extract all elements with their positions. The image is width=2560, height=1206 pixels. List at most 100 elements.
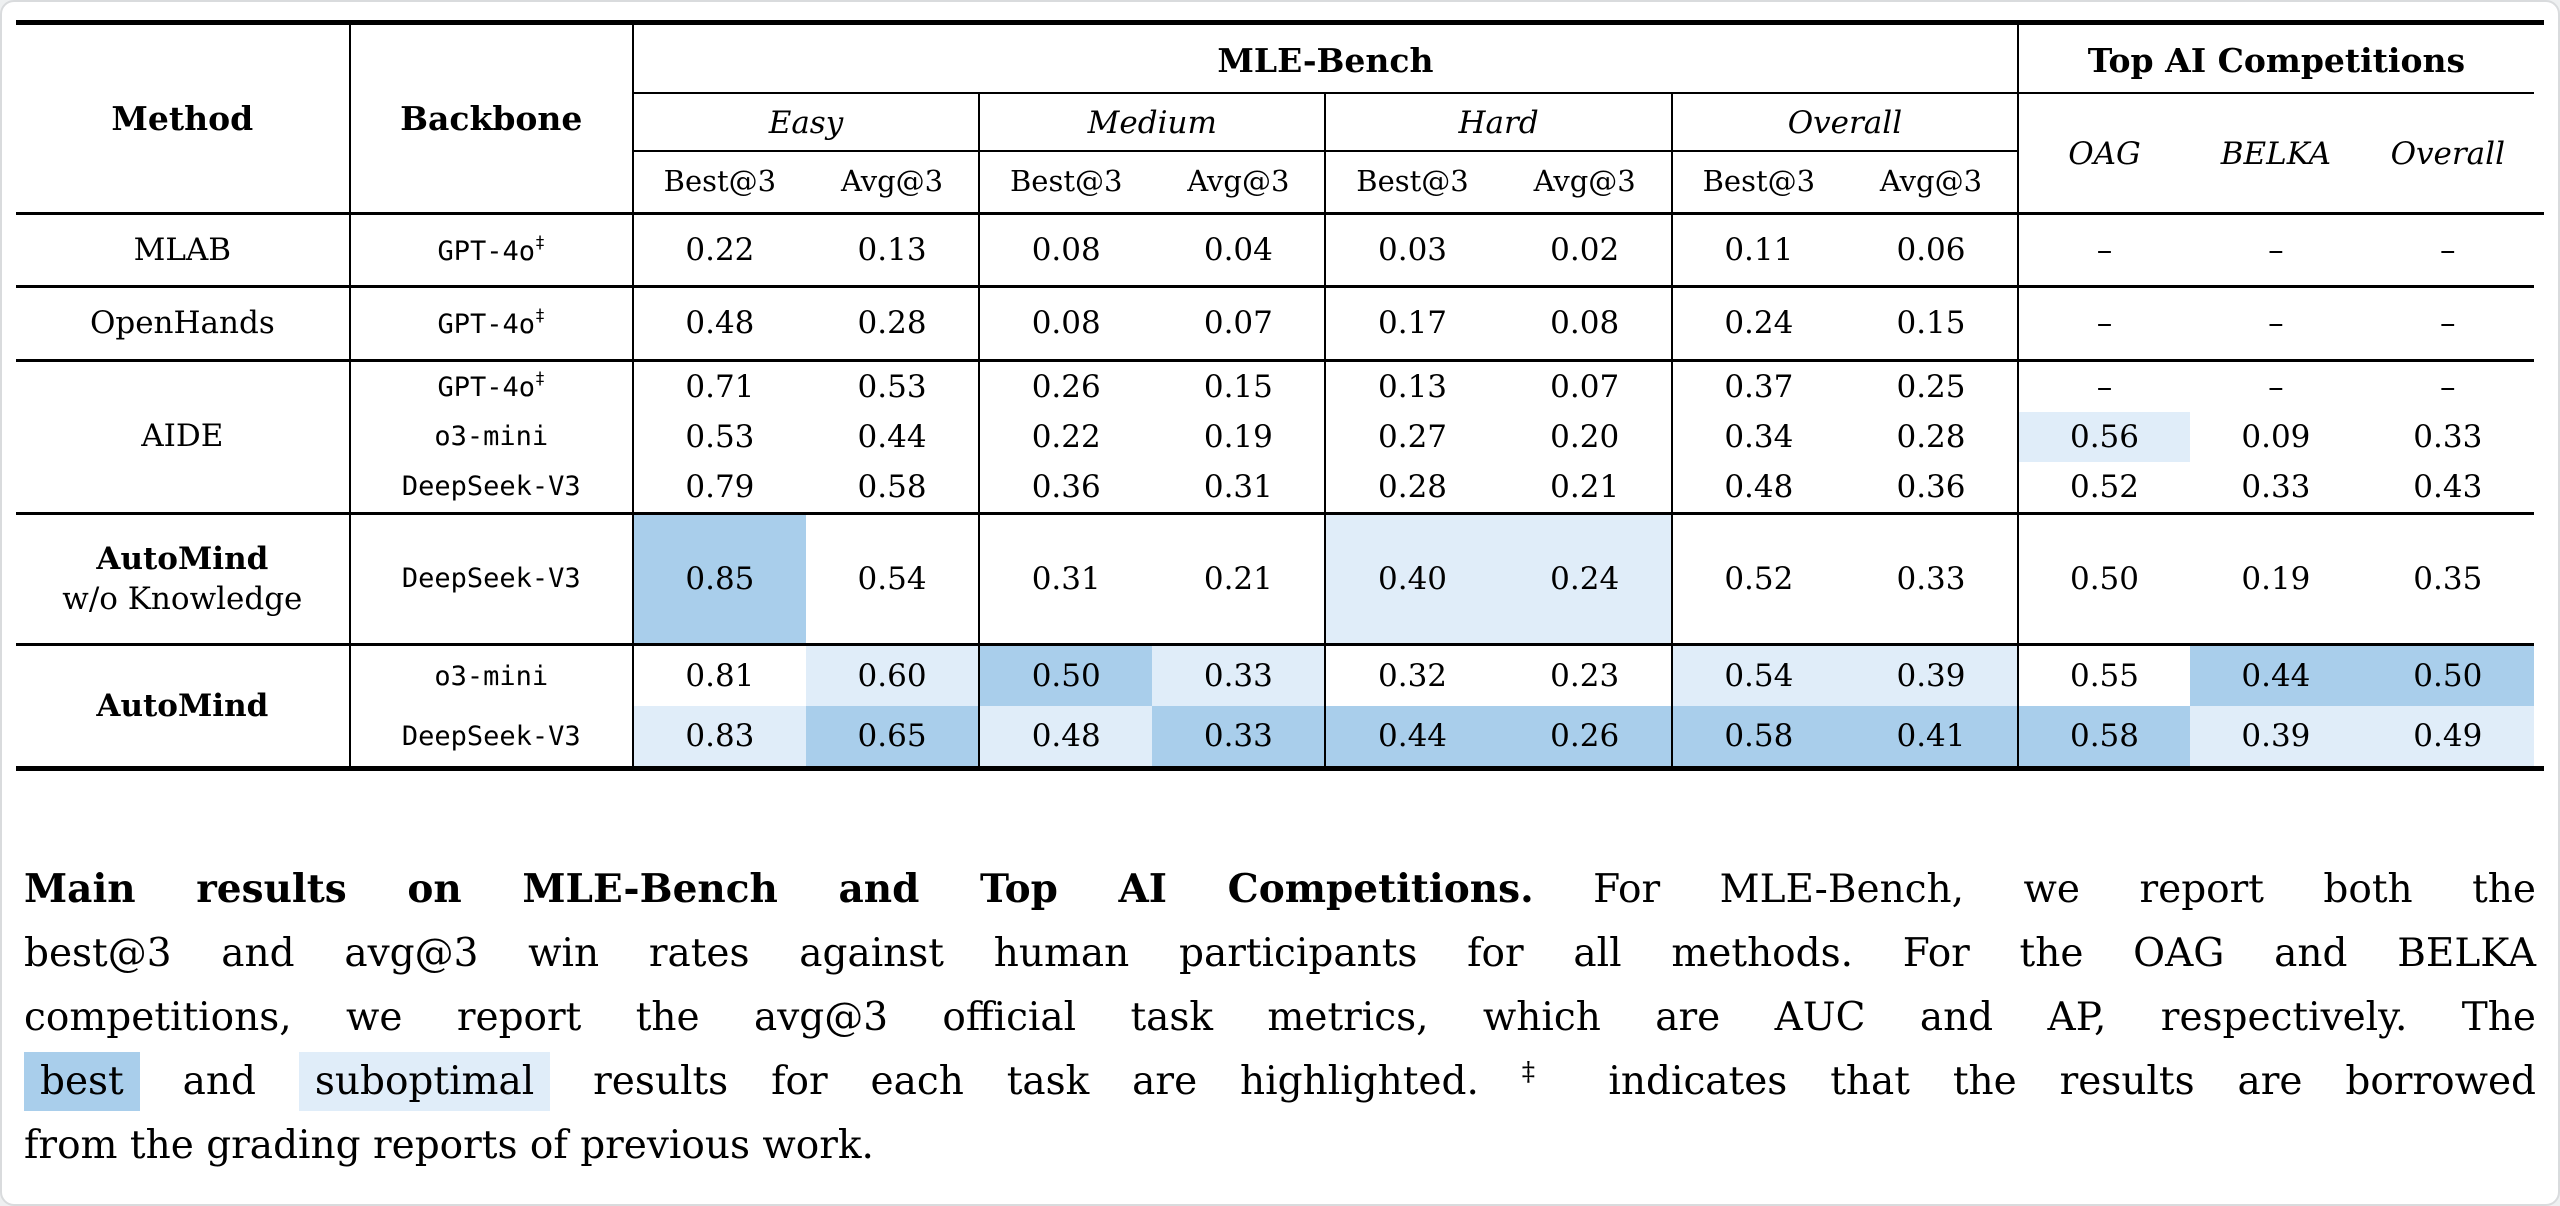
result-cell: 0.03 xyxy=(1324,211,1499,287)
caption-line: from the grading reports of previous wor… xyxy=(24,1114,2536,1178)
result-cell: 0.28 xyxy=(805,285,980,361)
result-cell: 0.50 xyxy=(2017,511,2190,645)
result-cell: 0.33 xyxy=(2413,418,2483,455)
table-header: Method Backbone MLE-Bench Top AI Competi… xyxy=(16,22,2544,215)
result-cell-best: 0.44 xyxy=(2189,643,2362,707)
result-cell: – xyxy=(2361,285,2534,361)
borrowed-results-mark: ‡ xyxy=(534,231,546,252)
result-cell: 0.08 xyxy=(1498,285,1672,361)
result-cell: – xyxy=(2189,285,2362,361)
table-row: OpenHands GPT-4o‡ 0.48 0.28 0.08 0.07 0.17 0.08… xyxy=(16,285,2544,361)
medium-best-header: Best@3 xyxy=(978,151,1153,215)
result-cell: 0.28 xyxy=(1896,418,1966,455)
result-cell: 0.37 xyxy=(1670,358,1845,412)
result-cell-suboptimal: 0.83 xyxy=(631,706,806,769)
result-cell: 0.36 xyxy=(978,461,1153,514)
result-cell: 0.52 xyxy=(2017,461,2190,514)
backbone-cell: DeepSeek-V3 xyxy=(349,511,633,645)
result-cell: 0.21 xyxy=(1152,511,1326,645)
result-cell: 0.19 xyxy=(1203,418,1273,455)
method-label: OpenHands xyxy=(89,305,275,342)
easy-group-header: Easy xyxy=(631,93,980,152)
borrowed-results-mark: ‡ xyxy=(1521,1056,1566,1088)
result-cell: 0.28 xyxy=(1324,461,1499,514)
result-cell: 0.58 xyxy=(857,468,927,505)
medium-avg-header: Avg@3 xyxy=(1152,151,1326,215)
result-cell-suboptimal: 0.39 xyxy=(1844,643,2019,707)
result-cell-suboptimal: 0.48 xyxy=(978,706,1153,769)
method-cell: AutoMind w/o Knowledge xyxy=(16,511,351,645)
result-cell-suboptimal: 0.54 xyxy=(1670,643,1845,707)
caption-text: For MLE-Bench, we report both the xyxy=(1533,867,2536,913)
result-cell-best: 0.41 xyxy=(1844,706,2019,769)
table-row: o3-mini 0.53 0.44 0.22 0.19 0.27 0.20 0.34 0.28 0… xyxy=(16,411,2544,462)
result-cell-suboptimal: 0.33 xyxy=(1152,643,1326,707)
result-cell: 0.23 xyxy=(1498,643,1672,707)
table-row: AIDE GPT-4o‡ 0.71 0.53 0.26 0.15 0.13 0.07 0.37 0… xyxy=(16,358,2544,514)
result-cell: 0.02 xyxy=(1498,211,1672,287)
result-cell: – xyxy=(2361,358,2534,412)
result-cell-suboptimal: 0.60 xyxy=(805,643,980,707)
backbone-cell: GPT-4o‡ xyxy=(349,211,633,287)
caption-text: from the grading reports of previous wor… xyxy=(24,1123,874,1169)
best-highlight-sample: best xyxy=(24,1052,140,1112)
result-cell: 0.33 xyxy=(2241,468,2311,505)
result-cell: 0.31 xyxy=(1203,468,1273,505)
caption-line: best and suboptimal results for each tas… xyxy=(24,1050,2536,1114)
easy-avg-header: Avg@3 xyxy=(805,151,980,215)
result-cell: 0.48 xyxy=(1670,461,1845,514)
method-group: AIDE GPT-4o‡ 0.71 0.53 0.26 0.15 0.13 0.07 0.37 0… xyxy=(16,358,2544,514)
method-label: MLAB xyxy=(133,232,232,268)
result-cell: 0.22 xyxy=(978,411,1153,462)
borrowed-results-mark: ‡ xyxy=(534,304,546,325)
result-cell-suboptimal: 0.49 xyxy=(2361,706,2534,769)
result-cell: 0.25 xyxy=(1844,358,2019,412)
result-cell: 0.53 xyxy=(805,358,980,412)
table-row: AutoMind o3-mini 0.81 0.60 0.50 0.33 0.32 0.23 0… xyxy=(16,643,2544,769)
result-cell: – xyxy=(2017,358,2190,412)
result-cell-best: 0.85 xyxy=(631,511,806,645)
result-cell-best: 0.33 xyxy=(1152,706,1326,769)
result-cell: 0.22 xyxy=(631,211,806,287)
hard-avg-header: Avg@3 xyxy=(1498,151,1672,215)
backbone-cell: o3-mini xyxy=(349,643,633,707)
result-cell: 0.81 xyxy=(631,643,806,707)
easy-best-header: Best@3 xyxy=(631,151,806,215)
result-cell-best: 0.44 xyxy=(1324,706,1499,769)
method-group: OpenHands GPT-4o‡ 0.48 0.28 0.08 0.07 0.17 0.08… xyxy=(16,285,2544,361)
backbone-cell: DeepSeek-V3 xyxy=(401,720,581,752)
result-cell: 0.71 xyxy=(631,358,806,412)
result-cell: – xyxy=(2189,358,2362,412)
caption-title: Main results on MLE-Bench and Top AI Com… xyxy=(24,866,1534,913)
topai-metric-spacer xyxy=(2533,151,2544,215)
method-label: w/o Knowledge xyxy=(62,580,303,617)
result-cell: 0.13 xyxy=(1324,358,1499,412)
result-cell: 0.52 xyxy=(1670,511,1845,645)
method-group: MLAB GPT-4o‡ 0.22 0.13 0.08 0.04 0.03 0.02 0.11 0… xyxy=(16,211,2544,287)
result-cell: – xyxy=(2017,211,2190,287)
topai-overall-column-header: Overall xyxy=(2390,136,2505,172)
caption-text: results for each task are highlighted. xyxy=(550,1059,1522,1105)
result-cell: 0.19 xyxy=(2189,511,2362,645)
result-cell: 0.11 xyxy=(1670,211,1845,287)
result-cell-best: 0.26 xyxy=(1498,706,1672,769)
method-label: AIDE xyxy=(141,418,224,455)
mle-bench-header: MLE-Bench xyxy=(631,22,2019,94)
result-cell: 0.08 xyxy=(978,285,1153,361)
result-cell-best: 0.50 xyxy=(978,643,1153,707)
result-cell: 0.79 xyxy=(631,461,806,514)
overall-group-header: Overall xyxy=(1670,93,2019,152)
backbone-column-header: Backbone xyxy=(400,99,583,138)
backbone-cell: GPT-4o‡ xyxy=(349,358,633,412)
result-cell: 0.07 xyxy=(1152,285,1326,361)
result-cell: 0.27 xyxy=(1324,411,1499,462)
result-cell: 0.35 xyxy=(2361,511,2534,645)
suboptimal-highlight-sample: suboptimal xyxy=(298,1052,551,1112)
result-cell-best: 0.50 xyxy=(2361,643,2534,707)
overall-best-header: Best@3 xyxy=(1670,151,1845,215)
table-row: DeepSeek-V3 0.83 0.65 0.48 0.33 0.44 0.26 0.58 0… xyxy=(16,706,2544,769)
result-cell: – xyxy=(2361,211,2534,287)
result-cell: 0.06 xyxy=(1844,211,2019,287)
overall-avg-header: Avg@3 xyxy=(1844,151,2020,215)
method-group: AutoMind o3-mini 0.81 0.60 0.50 0.33 0.32 0.23 0… xyxy=(16,643,2544,769)
